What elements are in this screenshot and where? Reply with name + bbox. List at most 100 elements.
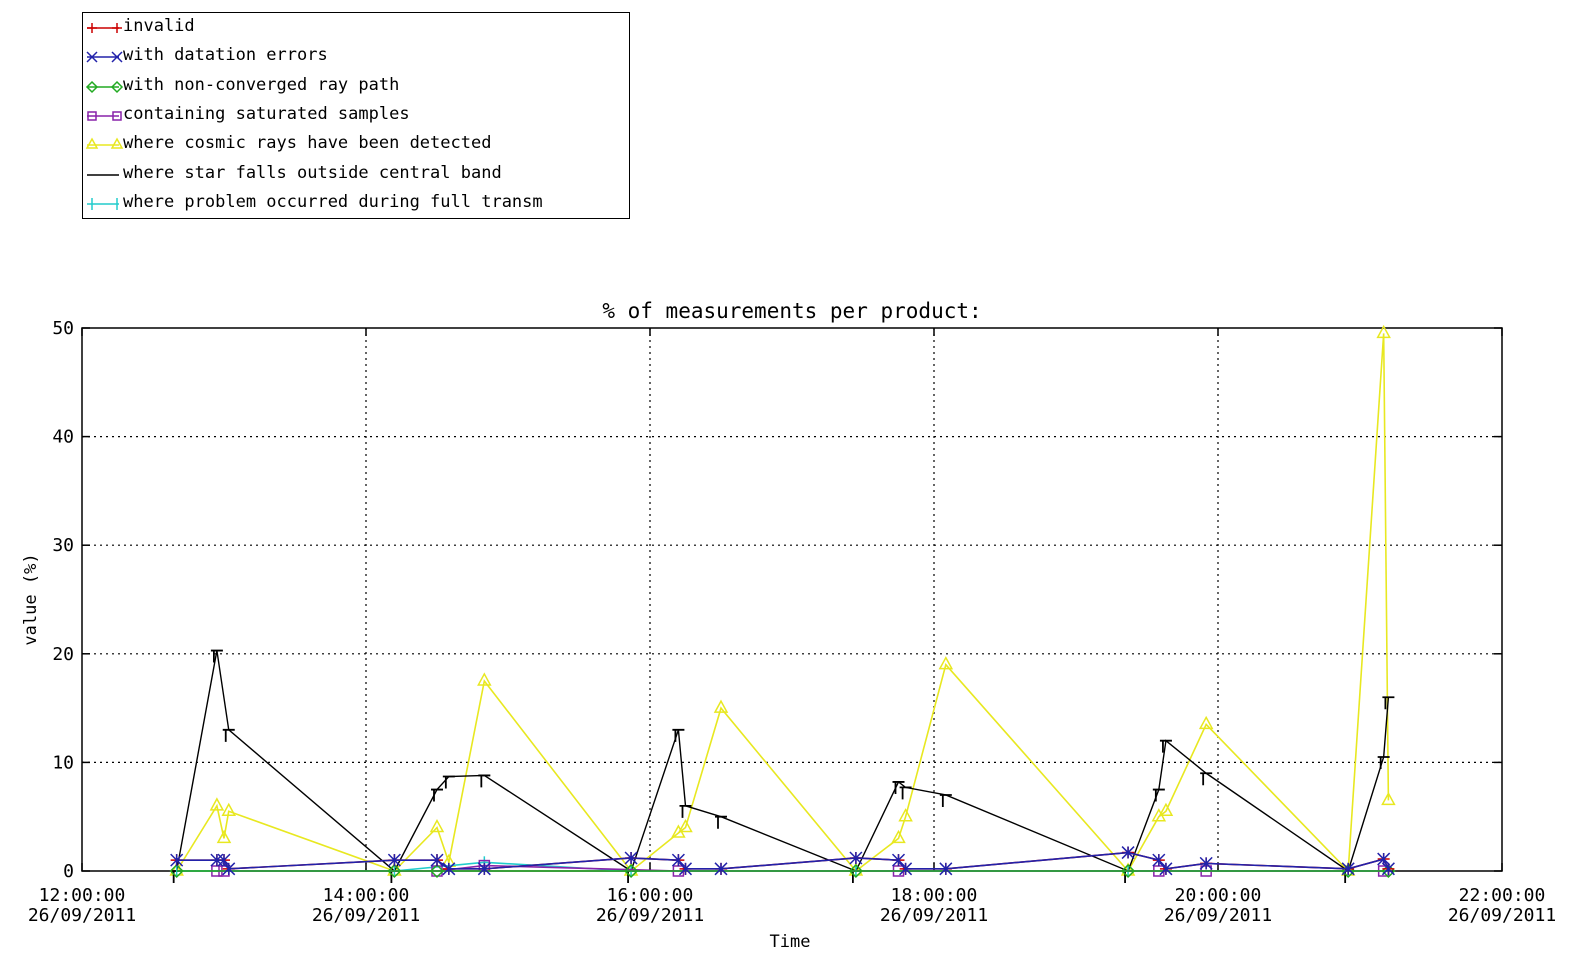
legend-entry: with datation errors [83,42,629,71]
data-point-x [170,853,184,867]
x-tick-label-time: 12:00:00 [39,885,126,906]
legend-marker [85,137,99,149]
chart-title: % of measurements per product: [602,299,981,323]
data-point-triangle [221,802,236,817]
x-tick-label-time: 16:00:00 [607,885,694,906]
legend-marker [111,51,123,63]
data-point-cap [899,786,912,800]
data-point-x [1381,862,1395,876]
legend-marker [87,23,97,33]
data-point-diamond [429,863,445,879]
data-point-diamond [624,863,639,879]
data-point-triangle [1381,791,1396,806]
data-point-triangle [891,829,906,844]
data-point-triangle [1198,715,1214,730]
data-point-x [899,862,913,876]
data-point-cap [442,775,455,789]
data-point-x [891,853,906,867]
data-point-triangle [1376,324,1391,339]
x-tick-label-date: 26/09/2011 [312,905,420,926]
legend-entry: containing saturated samples [83,101,629,130]
x-tick-label-time: 20:00:00 [1175,885,1262,906]
x-tick-label-date: 26/09/2011 [28,905,136,926]
data-point-triangle [1158,802,1174,817]
data-point-cap [431,788,443,802]
data-point-x [1199,856,1213,870]
data-point-x [1152,853,1166,867]
legend-symbol [87,197,119,210]
legend-label: with non-converged ray path [123,74,400,95]
data-point-diamond [848,863,863,879]
legend-marker [110,137,124,149]
legend-symbol [87,23,122,33]
data-point-x [939,862,953,876]
x-tick-label-date: 26/09/2011 [880,905,988,926]
data-point-x [430,853,444,867]
data-point-x [1121,846,1135,860]
legend-symbol [85,80,124,93]
legend: invalid with datation errors with non-conv… [82,12,630,219]
series-where-cosmic-rays-have-been-detected [169,324,1396,876]
data-point-cap [679,804,692,818]
x-tick-label-time: 18:00:00 [891,885,978,906]
legend-label: where problem occurred during full trans… [123,191,543,212]
x-tick-label-time: 14:00:00 [323,885,410,906]
data-point-x [477,862,491,876]
data-point-x [624,851,638,865]
legend-symbol [86,51,123,63]
y-axis-label: value (%) [21,553,41,645]
legend-symbol [85,137,124,149]
data-point-cap [478,774,491,788]
y-tick-label: 10 [52,752,74,773]
legend-entry: where star falls outside central band [83,160,629,189]
legend-symbol [87,111,122,121]
data-point-triangle [429,818,445,833]
data-point-triangle [477,672,492,686]
data-point-x [678,862,693,876]
data-point-x [714,862,728,876]
legend-label: where cosmic rays have been detected [123,133,492,154]
data-point-cap [1152,788,1165,802]
data-point-cap [939,794,952,807]
data-point-cap [222,728,235,742]
data-point-cap [210,649,223,663]
series-with-non-converged-ray-path [169,863,1396,879]
data-point-x [671,853,685,867]
legend-marker [112,23,122,33]
legend-entry: where cosmic rays have been detected [83,130,629,159]
series-line [175,333,1390,873]
x-tick-label-date: 26/09/2011 [1448,905,1556,926]
data-point-x [222,862,236,876]
data-point-x [1341,862,1355,876]
data-point-cap [1377,756,1390,769]
data-point-x [1159,862,1173,876]
x-tick-label-date: 26/09/2011 [1164,905,1272,926]
legend-entry: where problem occurred during full trans… [83,189,629,218]
data-point-diamond [1121,863,1136,879]
data-point-diamond [387,863,402,879]
data-point-x [387,853,401,867]
plot-frame [81,327,1503,872]
data-point-triangle [209,797,225,811]
data-point-triangle [713,699,729,713]
legend-marker [85,80,99,93]
data-point-cap [715,815,727,829]
data-point-triangle [898,808,913,822]
data-point-cap [1382,696,1395,710]
legend-label: with datation errors [123,45,328,66]
legend-marker [112,111,122,121]
legend-marker [86,51,98,63]
data-point-cap [1200,772,1213,786]
legend-label: invalid [123,16,195,36]
data-point-triangle [678,818,693,833]
legend-entry: with non-converged ray path [83,72,629,101]
legend-entry: invalid [83,13,629,42]
x-tick-label-date: 26/09/2011 [596,905,704,926]
y-tick-label: 40 [52,427,74,448]
data-point-diamond [169,863,184,879]
y-tick-label: 20 [52,644,74,665]
series-line [175,650,1390,873]
y-tick-label: 50 [52,318,74,339]
legend-marker [87,111,97,121]
